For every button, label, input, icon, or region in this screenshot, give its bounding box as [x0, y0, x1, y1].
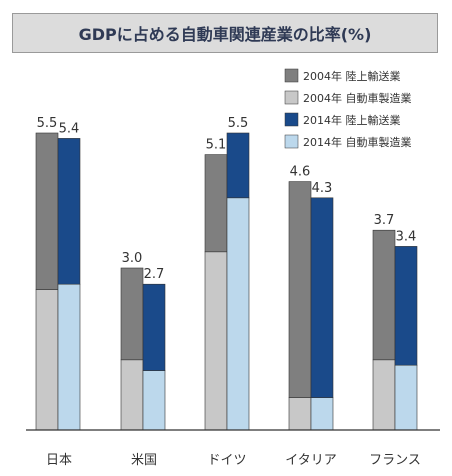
- data-label-2014-4: 3.4: [396, 229, 417, 244]
- category-label-0: 日本: [46, 453, 72, 468]
- bar-transport-2014-0: [57, 138, 81, 285]
- bar-transport-2004-2: [204, 154, 228, 253]
- legend-label-3: 2014年 自動車製造業: [303, 135, 412, 149]
- legend-swatch-3: [284, 134, 299, 149]
- legend-label-2: 2014年 陸上輸送業: [303, 113, 401, 127]
- data-label-2004-1: 3.0: [122, 251, 143, 266]
- legend-swatch-0: [284, 68, 299, 83]
- legend-swatch-1: [284, 90, 299, 105]
- bar-manufacturing-2014-0: [57, 283, 81, 431]
- data-label-2004-4: 3.7: [374, 213, 395, 228]
- bar-manufacturing-2004-4: [372, 359, 396, 431]
- bar-manufacturing-2004-3: [288, 397, 312, 431]
- category-label-2: ドイツ: [207, 453, 246, 468]
- bar-manufacturing-2014-1: [142, 370, 166, 431]
- bar-manufacturing-2014-2: [226, 197, 250, 431]
- bar-manufacturing-2014-3: [310, 397, 334, 431]
- chart-title-box: GDPに占める自動車関連産業の比率(%): [12, 13, 438, 53]
- bar-transport-2014-4: [394, 246, 418, 366]
- bar-transport-2004-4: [372, 229, 396, 361]
- data-label-2014-1: 2.7: [144, 267, 165, 282]
- bar-transport-2014-2: [226, 132, 250, 199]
- legend-label-1: 2004年 自動車製造業: [303, 91, 412, 105]
- legend-label-0: 2004年 陸上輸送業: [303, 69, 401, 83]
- legend-swatch-2: [284, 112, 299, 127]
- chart-title: GDPに占める自動車関連産業の比率(%): [78, 25, 372, 44]
- bar-manufacturing-2004-0: [35, 289, 59, 431]
- data-label-2004-0: 5.5: [37, 116, 58, 131]
- bar-transport-2004-3: [288, 181, 312, 398]
- data-label-2004-3: 4.6: [290, 165, 311, 180]
- bar-transport-2014-1: [142, 283, 166, 371]
- bar-transport-2014-3: [310, 197, 334, 398]
- bar-transport-2004-0: [35, 132, 59, 290]
- bar-manufacturing-2014-4: [394, 364, 418, 431]
- category-label-3: イタリア: [285, 453, 336, 468]
- bar-manufacturing-2004-1: [120, 359, 144, 431]
- bar-transport-2004-1: [120, 267, 144, 361]
- category-label-1: 米国: [131, 453, 157, 468]
- data-label-2014-3: 4.3: [312, 181, 333, 196]
- bar-manufacturing-2004-2: [204, 251, 228, 431]
- data-label-2014-0: 5.4: [59, 121, 80, 136]
- category-label-4: フランス: [369, 453, 421, 468]
- data-label-2004-2: 5.1: [206, 138, 227, 153]
- data-label-2014-2: 5.5: [228, 116, 249, 131]
